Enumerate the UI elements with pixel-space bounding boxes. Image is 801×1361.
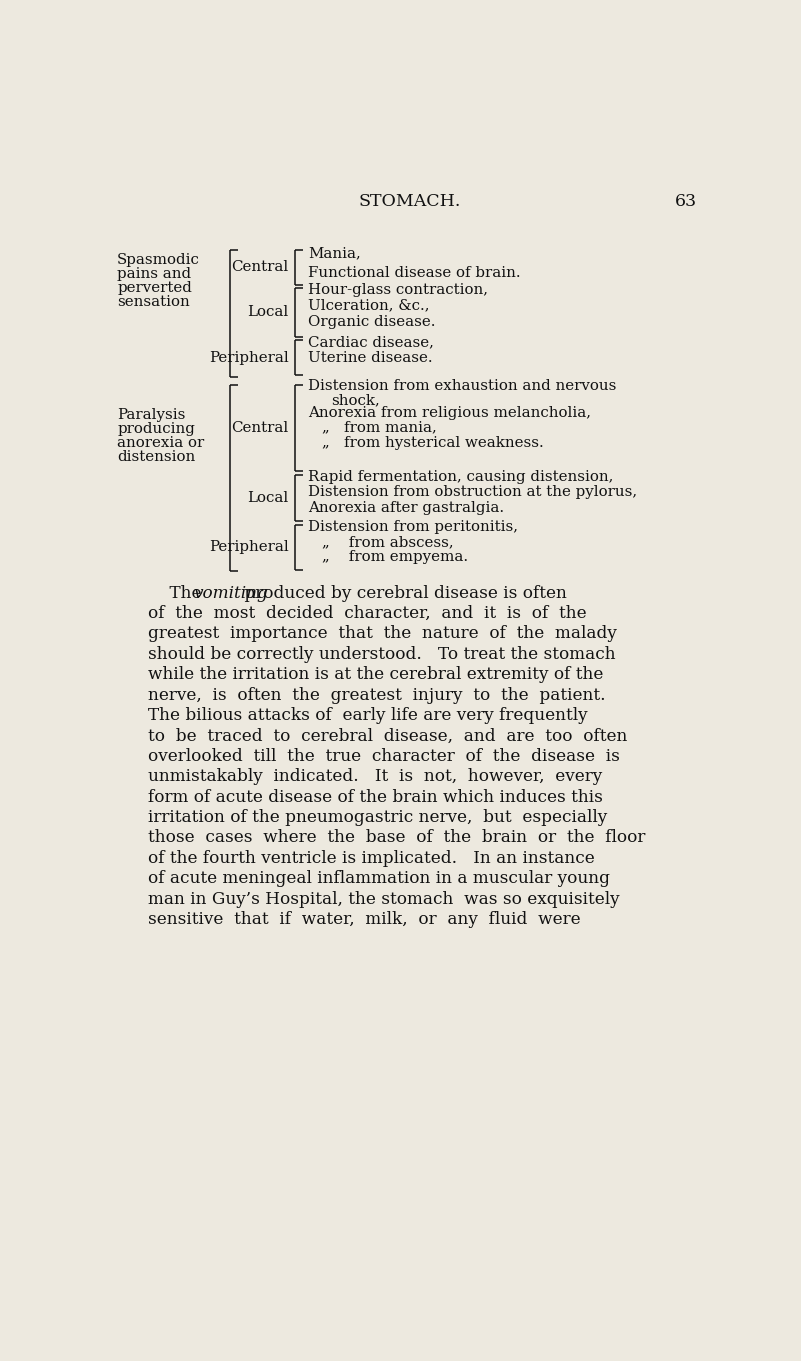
Text: man in Guy’s Hospital, the stomach  was so exquisitely: man in Guy’s Hospital, the stomach was s… xyxy=(148,890,620,908)
Text: Uterine disease.: Uterine disease. xyxy=(308,351,433,365)
Text: producing: producing xyxy=(117,422,195,436)
Text: vomiting: vomiting xyxy=(194,585,268,602)
Text: those  cases  where  the  base  of  the  brain  or  the  floor: those cases where the base of the brain … xyxy=(148,829,646,847)
Text: Mania,: Mania, xyxy=(308,246,360,260)
Text: distension: distension xyxy=(117,449,195,464)
Text: Anorexia after gastralgia.: Anorexia after gastralgia. xyxy=(308,501,504,514)
Text: Organic disease.: Organic disease. xyxy=(308,314,435,329)
Text: STOMACH.: STOMACH. xyxy=(359,193,461,210)
Text: Hour-glass contraction,: Hour-glass contraction, xyxy=(308,283,488,297)
Text: while the irritation is at the cerebral extremity of the: while the irritation is at the cerebral … xyxy=(148,667,603,683)
Text: sensation: sensation xyxy=(117,295,190,309)
Text: produced by cerebral disease is often: produced by cerebral disease is often xyxy=(239,585,567,602)
Text: Distension from exhaustion and nervous: Distension from exhaustion and nervous xyxy=(308,380,616,393)
Text: „   from mania,: „ from mania, xyxy=(322,421,437,434)
Text: Peripheral: Peripheral xyxy=(209,540,288,554)
Text: Paralysis: Paralysis xyxy=(117,408,186,422)
Text: Peripheral: Peripheral xyxy=(209,351,288,365)
Text: of the fourth ventricle is implicated.   In an instance: of the fourth ventricle is implicated. I… xyxy=(148,849,595,867)
Text: Central: Central xyxy=(231,421,288,436)
Text: form of acute disease of the brain which induces this: form of acute disease of the brain which… xyxy=(148,788,603,806)
Text: pains and: pains and xyxy=(117,267,191,282)
Text: irritation of the pneumogastric nerve,  but  especially: irritation of the pneumogastric nerve, b… xyxy=(148,808,607,826)
Text: „    from empyema.: „ from empyema. xyxy=(322,550,468,563)
Text: perverted: perverted xyxy=(117,280,192,295)
Text: anorexia or: anorexia or xyxy=(117,436,204,449)
Text: greatest  importance  that  the  nature  of  the  malady: greatest importance that the nature of t… xyxy=(148,626,617,642)
Text: Functional disease of brain.: Functional disease of brain. xyxy=(308,267,521,280)
Text: Local: Local xyxy=(248,305,288,320)
Text: Central: Central xyxy=(231,260,288,274)
Text: 63: 63 xyxy=(674,193,697,210)
Text: Cardiac disease,: Cardiac disease, xyxy=(308,336,433,350)
Text: Ulceration, &c.,: Ulceration, &c., xyxy=(308,298,429,313)
Text: to  be  traced  to  cerebral  disease,  and  are  too  often: to be traced to cerebral disease, and ar… xyxy=(148,727,627,744)
Text: shock,: shock, xyxy=(331,393,380,407)
Text: unmistakably  indicated.   It  is  not,  however,  every: unmistakably indicated. It is not, howev… xyxy=(148,768,602,785)
Text: Local: Local xyxy=(248,491,288,505)
Text: should be correctly understood.   To treat the stomach: should be correctly understood. To treat… xyxy=(148,646,616,663)
Text: „   from hysterical weakness.: „ from hysterical weakness. xyxy=(322,436,544,449)
Text: The: The xyxy=(148,585,207,602)
Text: „    from abscess,: „ from abscess, xyxy=(322,535,453,548)
Text: of  the  most  decided  character,  and  it  is  of  the: of the most decided character, and it is… xyxy=(148,606,587,622)
Text: sensitive  that  if  water,  milk,  or  any  fluid  were: sensitive that if water, milk, or any fl… xyxy=(148,911,581,928)
Text: overlooked  till  the  true  character  of  the  disease  is: overlooked till the true character of th… xyxy=(148,747,620,765)
Text: Distension from peritonitis,: Distension from peritonitis, xyxy=(308,520,517,535)
Text: Distension from obstruction at the pylorus,: Distension from obstruction at the pylor… xyxy=(308,485,637,499)
Text: Anorexia from religious melancholia,: Anorexia from religious melancholia, xyxy=(308,407,591,421)
Text: Rapid fermentation, causing distension,: Rapid fermentation, causing distension, xyxy=(308,470,614,483)
Text: The bilious attacks of  early life are very frequently: The bilious attacks of early life are ve… xyxy=(148,706,588,724)
Text: of acute meningeal inflammation in a muscular young: of acute meningeal inflammation in a mus… xyxy=(148,870,610,887)
Text: Spasmodic: Spasmodic xyxy=(117,253,200,267)
Text: nerve,  is  often  the  greatest  injury  to  the  patient.: nerve, is often the greatest injury to t… xyxy=(148,687,606,704)
